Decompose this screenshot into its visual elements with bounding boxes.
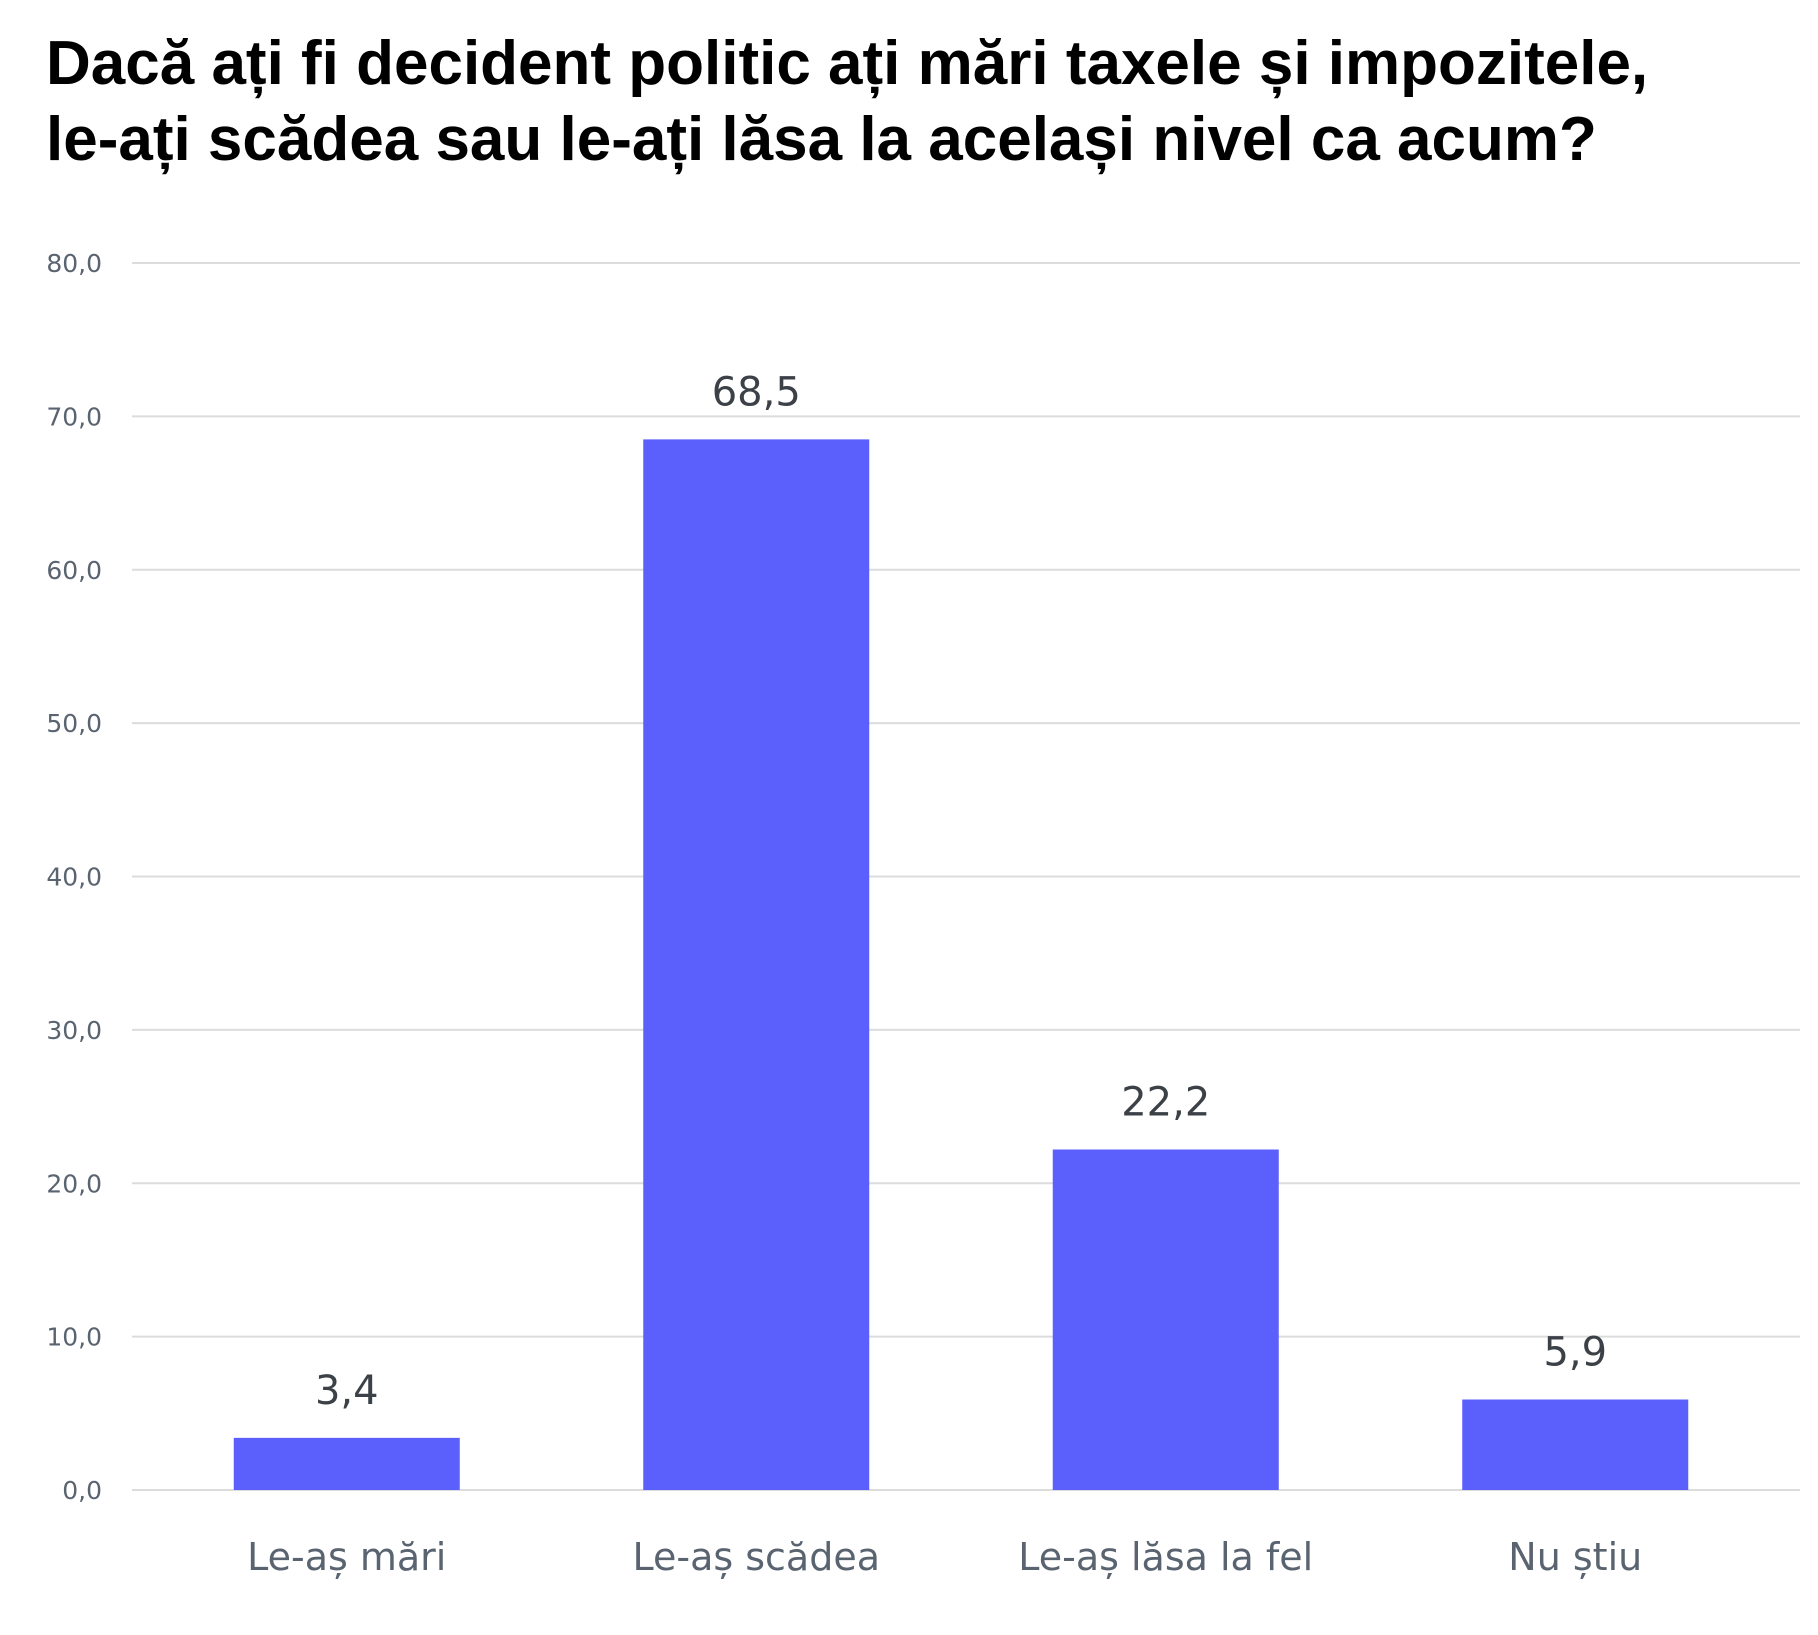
x-category-label: Nu știu — [1508, 1535, 1642, 1579]
data-labels: 3,4 68,5 22,2 5,9 — [315, 369, 1607, 1413]
x-category-label: Le-aș scădea — [632, 1535, 880, 1579]
y-tick-label: 20,0 — [46, 1169, 102, 1198]
y-tick-label: 60,0 — [46, 556, 102, 585]
chart-title: Dacă ați fi decident politic ați mări ta… — [46, 26, 1786, 178]
y-axis: 0,0 10,0 20,0 30,0 40,0 50,0 60,0 70,0 80,0 — [46, 249, 102, 1505]
y-tick-label: 40,0 — [46, 863, 102, 892]
bar — [1052, 1149, 1279, 1490]
y-tick-label: 50,0 — [46, 709, 102, 738]
data-label: 5,9 — [1543, 1330, 1607, 1376]
x-category-label: Le-aș mări — [247, 1535, 446, 1579]
bar — [1462, 1399, 1689, 1490]
gridlines — [132, 262, 1800, 1491]
y-tick-label: 70,0 — [46, 402, 102, 431]
data-label: 22,2 — [1121, 1080, 1210, 1126]
chart-title-line-1: Dacă ați fi decident politic ați mări ta… — [46, 29, 1649, 98]
bar — [233, 1437, 460, 1490]
y-tick-label: 30,0 — [46, 1016, 102, 1045]
bar — [643, 439, 870, 1491]
x-category-label: Le-aș lăsa la fel — [1018, 1535, 1313, 1579]
x-axis: Le-aș mări Le-aș scădea Le-aș lăsa la fel N… — [247, 1535, 1642, 1579]
data-label: 3,4 — [315, 1368, 379, 1414]
chart-title-line-2: le-ați scădea sau le-ați lăsa la același… — [46, 105, 1597, 174]
data-label: 68,5 — [712, 369, 801, 415]
y-tick-label: 10,0 — [46, 1323, 102, 1352]
bars — [233, 439, 1689, 1491]
y-tick-label: 0,0 — [62, 1476, 102, 1505]
y-tick-label: 80,0 — [46, 249, 102, 278]
